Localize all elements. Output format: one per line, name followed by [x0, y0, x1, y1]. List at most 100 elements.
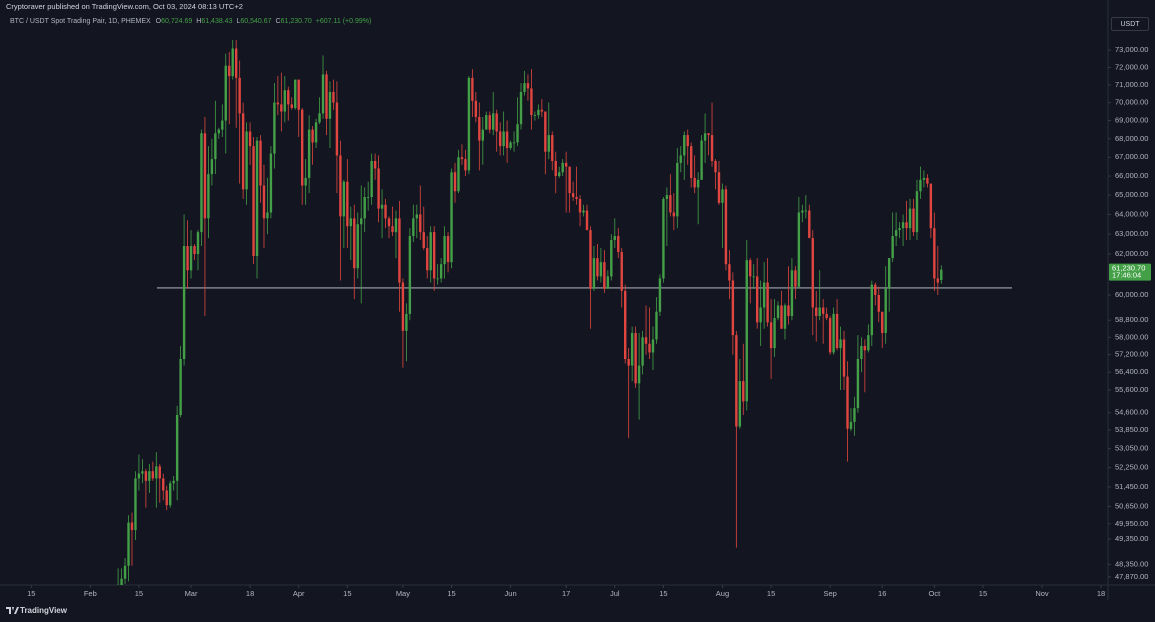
candle-body	[248, 131, 252, 147]
candle-body	[606, 276, 610, 289]
candle-body	[700, 140, 703, 180]
candle-body	[342, 181, 346, 217]
candle-body	[707, 133, 710, 136]
candle-body	[474, 100, 478, 117]
candle-body	[151, 471, 155, 479]
candle-body	[769, 322, 773, 349]
candle-body	[891, 236, 894, 259]
candle-body	[870, 284, 874, 336]
candle-body	[130, 522, 134, 531]
candle-body	[137, 473, 141, 479]
candle-body	[860, 345, 863, 360]
candle-body	[624, 290, 627, 360]
candle-body	[887, 258, 891, 289]
publish-note: Cryptoraver published on TradingView.com…	[6, 2, 243, 11]
candle-body	[481, 129, 484, 141]
candle-body	[662, 198, 665, 279]
candle-body	[589, 230, 592, 289]
candle-body	[391, 226, 394, 233]
candle-body	[162, 478, 165, 491]
candle-body	[325, 74, 328, 119]
x-tick-label: Sep	[823, 589, 836, 598]
candle-body	[915, 191, 919, 233]
candle-body	[540, 109, 544, 112]
candle-body	[724, 189, 728, 265]
candle-body	[262, 185, 266, 219]
x-tick-label: Nov	[1035, 589, 1049, 598]
y-tick-label: 63,000.00	[1115, 229, 1148, 238]
candle-body	[940, 269, 943, 281]
y-tick-label: 62,000.00	[1115, 249, 1148, 258]
candle-body	[811, 238, 814, 308]
y-tick-label: 66,000.00	[1115, 171, 1148, 180]
candle-body	[651, 339, 655, 353]
candle-body	[936, 278, 940, 283]
candle-body	[648, 343, 651, 353]
x-tick-label: 15	[27, 589, 35, 598]
candle-body	[794, 270, 797, 287]
candle-body	[835, 313, 839, 349]
candle-body	[252, 146, 255, 257]
legend-key: L	[236, 18, 241, 25]
candle-body	[863, 345, 867, 351]
candle-body	[478, 116, 481, 141]
candle-body	[596, 258, 599, 277]
candle-body	[471, 77, 474, 101]
candle-body	[238, 77, 241, 114]
candle-body	[808, 210, 811, 239]
x-tick-label: Aug	[716, 589, 729, 598]
logo	[6, 607, 19, 614]
candle-body	[665, 195, 669, 199]
candle-body	[689, 146, 693, 178]
candle-body	[839, 339, 842, 349]
candle-body	[318, 113, 321, 123]
candle-body	[797, 212, 801, 287]
candle-body	[370, 160, 373, 198]
candle-body	[752, 276, 755, 278]
x-tick-label: 15	[343, 589, 351, 598]
candle-body	[346, 181, 349, 227]
x-tick-label: Oct	[928, 589, 941, 598]
candle-body	[294, 79, 297, 108]
candle-body	[429, 232, 432, 271]
candle-body	[728, 264, 731, 281]
candle-body	[818, 307, 821, 316]
candle-body	[148, 471, 151, 481]
candle-body	[821, 307, 825, 314]
currency-button[interactable]: USDT	[1111, 17, 1149, 31]
candle-body	[877, 294, 880, 312]
candle-body	[641, 337, 644, 366]
candle-body	[505, 131, 509, 148]
candle-body	[696, 179, 700, 188]
y-tick-label: 71,000.00	[1115, 80, 1148, 89]
candle-body	[561, 162, 564, 173]
candle-body	[117, 597, 119, 622]
candle-body	[207, 174, 210, 219]
candle-body	[182, 246, 186, 360]
candle-body	[426, 248, 429, 271]
candle-body	[307, 129, 311, 178]
candle-body	[168, 483, 172, 506]
candle-body	[738, 381, 742, 427]
candle-body	[571, 193, 575, 198]
y-tick-label: 50,650.00	[1115, 501, 1148, 510]
candle-body	[464, 159, 467, 171]
x-tick-label: Jun	[505, 589, 517, 598]
candle-body	[287, 90, 290, 105]
candle-body	[523, 83, 526, 92]
candle-body	[224, 65, 227, 121]
candle-body	[853, 408, 856, 422]
y-tick-label: 69,000.00	[1115, 116, 1148, 125]
candle-body	[926, 177, 929, 184]
candle-body	[735, 335, 738, 427]
candle-body	[200, 133, 203, 233]
candle-body	[630, 333, 634, 366]
candle-body	[519, 91, 523, 125]
legend-key: H	[196, 18, 202, 25]
candle-body	[530, 88, 533, 116]
candle-body	[693, 177, 696, 188]
candle-body	[283, 90, 287, 112]
candle-body	[599, 262, 603, 277]
legend-key: C	[275, 18, 281, 25]
candle-body	[356, 224, 359, 269]
